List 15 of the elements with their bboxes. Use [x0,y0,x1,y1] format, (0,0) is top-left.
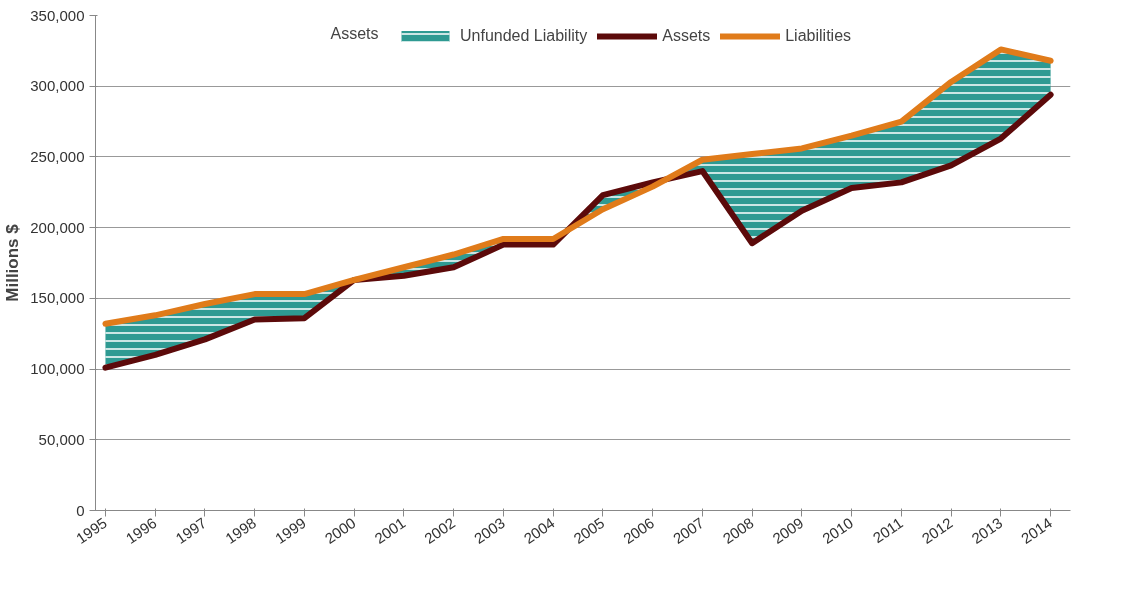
y-axis-title: Millions $ [3,223,23,302]
y-tick-label: 350,000 [30,6,85,24]
legend-label: Liabilities [785,27,852,45]
legend-label: Unfunded Liability [460,27,588,45]
y-tick-label: 50,000 [38,430,85,448]
x-tick-label: 2001 [371,514,409,547]
legend-label: Assets [662,27,711,45]
legend-title: Assets [330,24,379,42]
y-tick-label: 100,000 [30,360,85,378]
x-tick-label: 2011 [869,514,906,547]
y-tick-label: 150,000 [30,289,85,307]
y-tick-label: 0 [76,501,85,519]
y-tick-label: 300,000 [30,77,85,95]
y-tick-label: 250,000 [30,147,85,165]
y-tick-label: 200,000 [30,218,85,236]
